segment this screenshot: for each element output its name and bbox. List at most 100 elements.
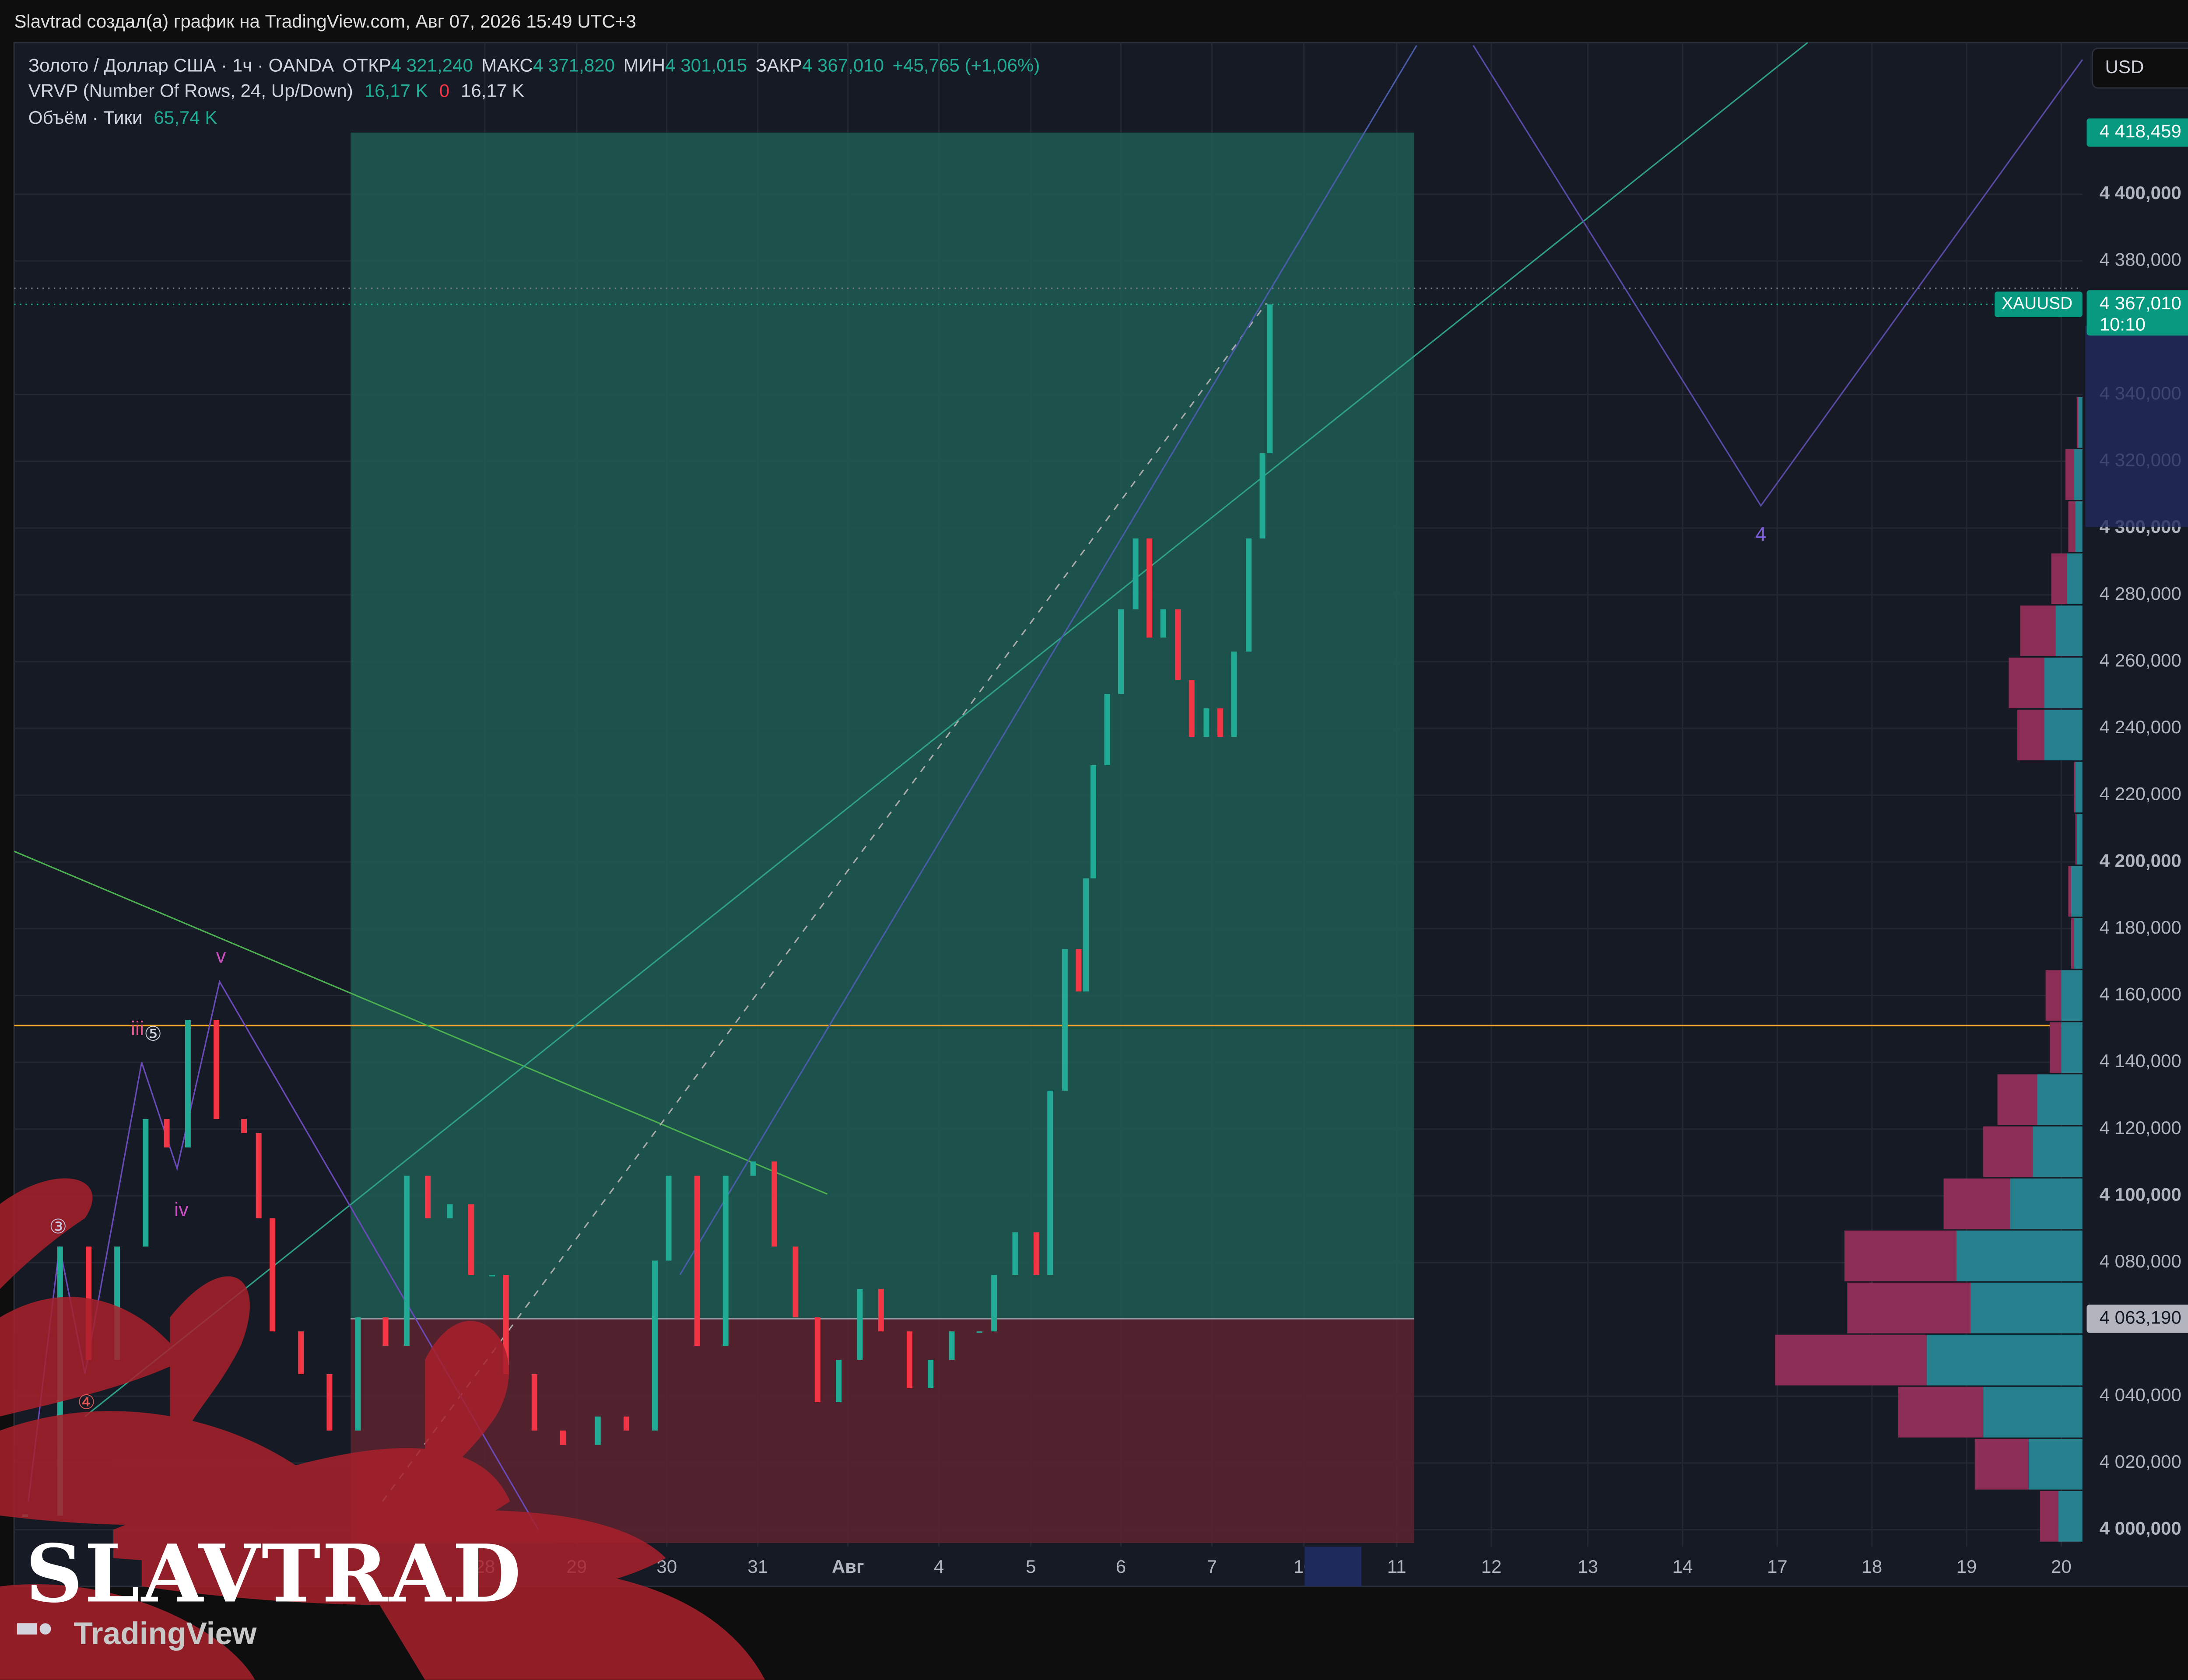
ornament-leaf xyxy=(0,1584,255,1680)
trend-line xyxy=(1416,42,1808,355)
candle xyxy=(1133,538,1139,609)
candle xyxy=(531,1374,537,1431)
profile-up xyxy=(2075,762,2083,813)
candle xyxy=(214,1020,219,1119)
logo-ornament xyxy=(0,1178,765,1680)
candle xyxy=(1259,453,1266,539)
legend-item: МАКС xyxy=(481,55,533,76)
candle xyxy=(991,1275,997,1332)
profile-up xyxy=(2075,501,2083,552)
candle xyxy=(1217,708,1223,737)
candle xyxy=(241,1119,247,1133)
x-tick-label: 11 xyxy=(1387,1556,1406,1577)
wave-label: 4 xyxy=(1755,523,1766,545)
candle xyxy=(468,1204,474,1275)
x-tick-label: 31 xyxy=(747,1556,768,1577)
profile-down xyxy=(1775,1334,1927,1386)
candle xyxy=(857,1289,863,1360)
y-tick-label: 4 120,000 xyxy=(2100,1117,2181,1138)
wave-path xyxy=(1473,45,2083,507)
profile-up xyxy=(2028,1438,2083,1490)
symbol-label: XAUUSD xyxy=(2002,294,2072,313)
candle xyxy=(143,1119,149,1247)
candle xyxy=(595,1416,601,1445)
y-tick-label: 4 400,000 xyxy=(2100,182,2181,203)
candle xyxy=(623,1416,629,1431)
x-tick-label: 13 xyxy=(1578,1556,1598,1577)
candle xyxy=(298,1331,304,1374)
profile-up xyxy=(1926,1334,2083,1386)
profile-up xyxy=(2074,449,2083,500)
candle xyxy=(185,1020,191,1148)
legend-item: ОТКР xyxy=(343,55,391,76)
legend-item: МИН xyxy=(623,55,665,76)
profile-down xyxy=(1844,1230,1957,1281)
candle xyxy=(1033,1232,1039,1275)
profile-down xyxy=(2051,553,2067,604)
profile-down xyxy=(2040,1491,2058,1542)
x-tick-label: 17 xyxy=(1767,1556,1788,1577)
y-tick-label: 4 000,000 xyxy=(2100,1518,2181,1539)
y-tick-label: 4 380,000 xyxy=(2100,249,2181,270)
profile-down xyxy=(2045,970,2062,1021)
candle xyxy=(1267,304,1273,454)
profile-up xyxy=(1983,1386,2083,1438)
legend-item: 4 301,015 xyxy=(665,55,747,76)
profile-up xyxy=(1971,1282,2083,1334)
profile-up xyxy=(2055,606,2083,656)
candle xyxy=(949,1331,955,1360)
candle xyxy=(836,1360,842,1402)
currency-button[interactable] xyxy=(2091,47,2188,89)
profile-up xyxy=(2058,1491,2083,1542)
wave-label: iii xyxy=(131,1017,144,1040)
y-tick-label: 4 180,000 xyxy=(2100,917,2181,938)
x-tick-label: 14 xyxy=(1673,1556,1693,1577)
legend-item: Золото / Доллар США · 1ч · OANDA xyxy=(28,55,334,76)
candle xyxy=(1189,680,1195,737)
profile-up xyxy=(2033,1126,2083,1177)
candle xyxy=(652,1260,658,1431)
target-label: 4 418,459 xyxy=(2100,121,2181,141)
profile-up xyxy=(2044,658,2083,708)
y-tick-label: 4 020,000 xyxy=(2100,1451,2181,1472)
candle xyxy=(1047,1090,1053,1275)
wave-label: ③ xyxy=(49,1215,67,1238)
legend-item: 4 367,010 xyxy=(802,55,884,76)
profile-down xyxy=(2017,710,2044,761)
y-tick-label: 4 240,000 xyxy=(2100,717,2181,737)
currency-label[interactable]: USD xyxy=(2105,56,2144,77)
candle xyxy=(1246,538,1252,652)
time-highlight xyxy=(1304,1547,1361,1587)
profile-up xyxy=(2067,553,2083,604)
last-price-label: 4 367,010 xyxy=(2100,293,2181,313)
axis-highlight xyxy=(2085,326,2188,527)
candle xyxy=(382,1317,389,1346)
profile-up xyxy=(2037,1074,2083,1125)
profile-down xyxy=(2065,449,2074,500)
candle xyxy=(1104,694,1110,765)
wave-label: v xyxy=(216,945,226,967)
y-tick-label: 4 100,000 xyxy=(2100,1184,2181,1204)
candles xyxy=(22,304,1273,1517)
candle xyxy=(666,1176,672,1261)
x-tick-label: 20 xyxy=(2051,1556,2072,1577)
legend-line: Объём · Тики 65,74 K xyxy=(28,107,217,128)
profile-up xyxy=(2076,814,2083,865)
profile-up xyxy=(2044,710,2083,761)
candle xyxy=(1012,1232,1018,1275)
volume-profile xyxy=(1775,397,2083,1542)
legend-line: Золото / Доллар США · 1ч · OANDA ОТКР4 32… xyxy=(28,55,1040,76)
candle xyxy=(256,1133,262,1218)
candle xyxy=(906,1331,912,1388)
candle xyxy=(1090,765,1096,878)
legend-item: 0 xyxy=(439,80,449,101)
trend-line xyxy=(14,850,828,1195)
ornament-leaf xyxy=(368,1567,765,1680)
profile-up xyxy=(2071,866,2083,917)
profile-down xyxy=(1943,1178,2010,1229)
candle xyxy=(1175,609,1181,680)
candle xyxy=(326,1374,333,1431)
x-tick-label: 5 xyxy=(1026,1556,1036,1577)
